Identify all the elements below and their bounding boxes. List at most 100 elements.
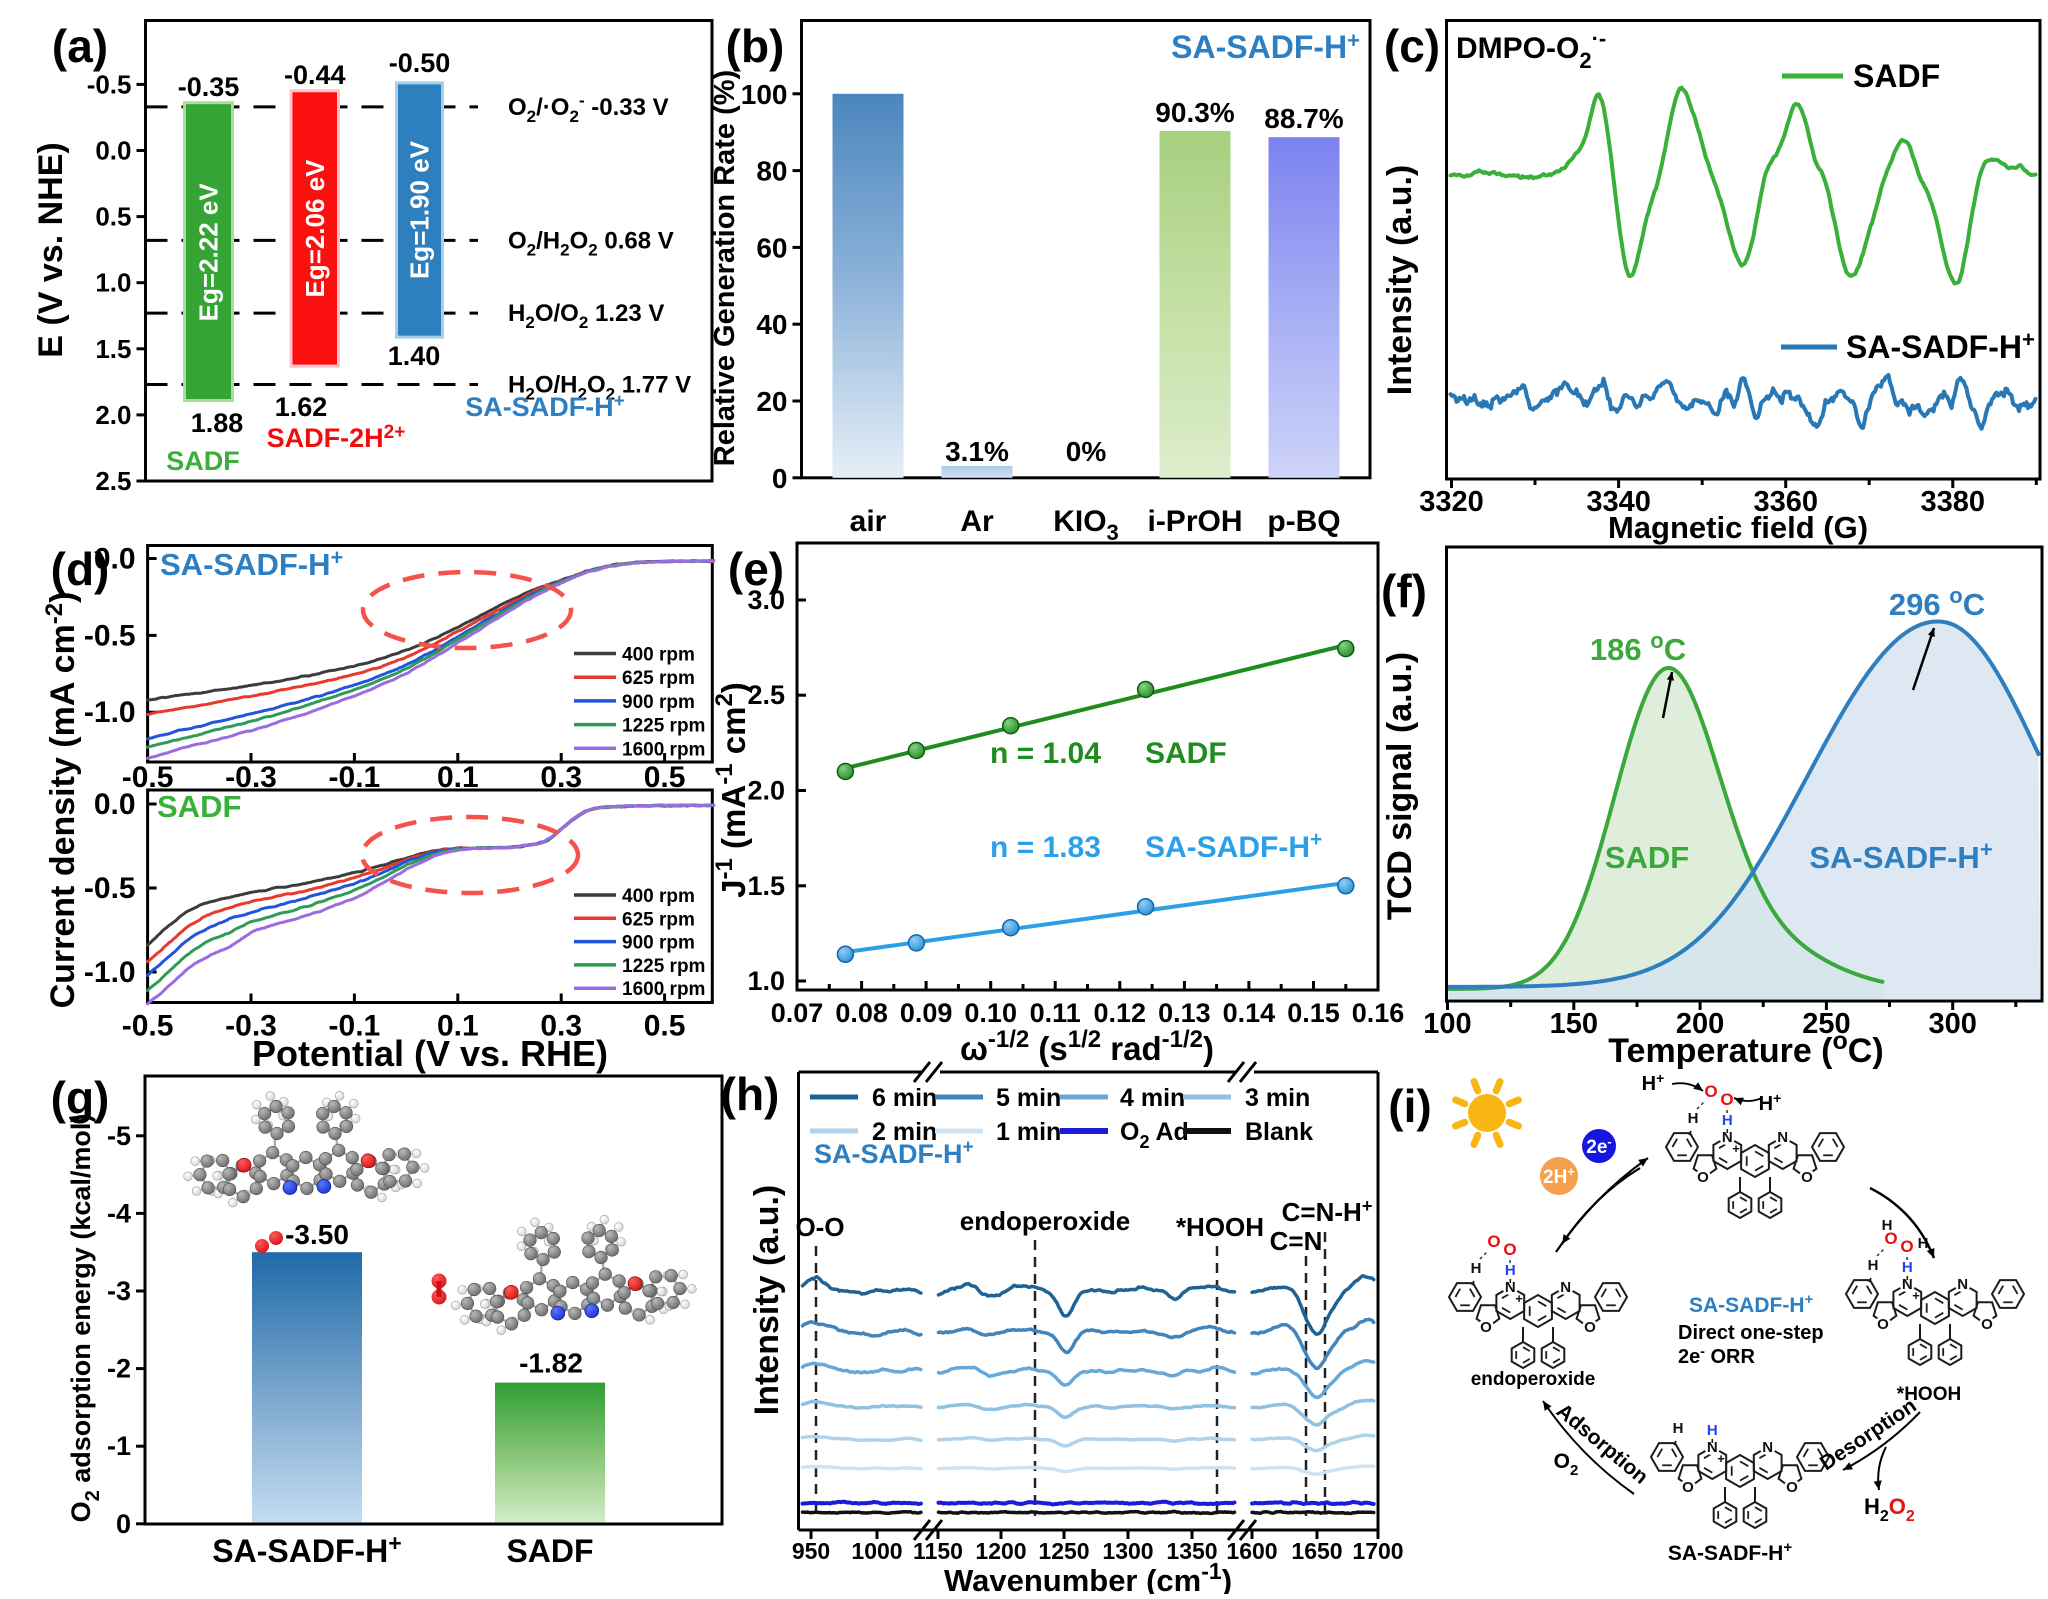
svg-text:Potential (V vs. RHE): Potential (V vs. RHE) (252, 1033, 608, 1074)
svg-text:400 rpm: 400 rpm (622, 886, 695, 907)
svg-text:0.1: 0.1 (437, 761, 479, 794)
svg-text:90.3%: 90.3% (1155, 97, 1234, 128)
svg-text:SA-SADF-H+: SA-SADF-H+ (814, 1137, 974, 1169)
svg-text:-0.50: -0.50 (389, 48, 451, 78)
svg-text:1200: 1200 (975, 1538, 1026, 1564)
svg-text:H: H (1688, 1110, 1699, 1127)
svg-text:E (V vs. NHE): E (V vs. NHE) (32, 142, 70, 357)
svg-text:80: 80 (756, 156, 787, 187)
svg-text:1000: 1000 (851, 1538, 902, 1564)
svg-text:O: O (1487, 1232, 1500, 1251)
svg-text:3.0: 3.0 (747, 585, 785, 615)
svg-text:5 min: 5 min (996, 1084, 1061, 1112)
svg-text:(b): (b) (726, 20, 785, 72)
svg-text:SADF: SADF (166, 446, 240, 476)
svg-text:H: H (1707, 1422, 1718, 1439)
svg-text:N: N (1560, 1279, 1571, 1296)
svg-text:O: O (1720, 1090, 1733, 1109)
svg-text:950: 950 (792, 1538, 830, 1564)
svg-text:H: H (1902, 1259, 1913, 1276)
svg-text:150: 150 (1550, 1008, 1598, 1040)
svg-text:O: O (1786, 1479, 1798, 1496)
svg-text:0.08: 0.08 (835, 998, 888, 1028)
svg-text:(c): (c) (1384, 20, 1440, 72)
svg-text:Eg=1.90 eV: Eg=1.90 eV (405, 140, 435, 279)
svg-text:(f): (f) (1381, 565, 1427, 617)
svg-text:N: N (1777, 1129, 1788, 1146)
svg-text:Eg=2.06 eV: Eg=2.06 eV (300, 159, 330, 298)
svg-text:2.5: 2.5 (747, 680, 785, 710)
svg-text:+: + (1732, 1141, 1740, 1156)
svg-text:O: O (1900, 1237, 1913, 1256)
svg-text:1 min: 1 min (996, 1118, 1061, 1146)
svg-text:2.0: 2.0 (95, 400, 131, 430)
svg-text:-0.5: -0.5 (122, 1010, 174, 1043)
svg-text:-1: -1 (107, 1431, 131, 1461)
svg-text:186 oC: 186 oC (1590, 628, 1686, 667)
svg-text:SA-SADF-H+: SA-SADF-H+ (1171, 28, 1360, 65)
svg-text:296 oC: 296 oC (1889, 583, 1985, 622)
svg-text:0.5: 0.5 (95, 202, 131, 232)
svg-text:0.3: 0.3 (540, 761, 582, 794)
svg-text:H: H (1673, 1420, 1684, 1437)
svg-text:endoperoxide: endoperoxide (960, 1206, 1130, 1236)
svg-text:Relative Generation Rate (%): Relative Generation Rate (%) (709, 70, 741, 466)
svg-text:1.0: 1.0 (95, 268, 131, 298)
svg-text:SA-SADF-H+: SA-SADF-H+ (212, 1530, 401, 1569)
svg-text:1.62: 1.62 (275, 392, 328, 422)
svg-text:100: 100 (741, 79, 788, 110)
svg-text:1.40: 1.40 (388, 341, 441, 371)
svg-text:1.5: 1.5 (747, 871, 785, 901)
svg-text:3320: 3320 (1419, 486, 1484, 518)
svg-text:900 rpm: 900 rpm (622, 933, 695, 954)
svg-text:(h): (h) (721, 1068, 780, 1120)
svg-text:SA-SADF-H+: SA-SADF-H+ (1809, 837, 1992, 875)
svg-text:0.14: 0.14 (1223, 998, 1276, 1028)
svg-text:-1.0: -1.0 (84, 696, 136, 729)
svg-text:O: O (1682, 1479, 1694, 1496)
svg-text:0: 0 (772, 463, 788, 494)
svg-text:-0.5: -0.5 (87, 69, 132, 99)
svg-text:3 min: 3 min (1245, 1084, 1310, 1112)
svg-text:O: O (1877, 1316, 1889, 1333)
svg-text:H: H (1722, 1112, 1733, 1129)
svg-text:-0.35: -0.35 (178, 72, 240, 102)
svg-text:SA-SADF-H+: SA-SADF-H+ (1846, 327, 2035, 365)
svg-text:-0.5: -0.5 (84, 619, 136, 652)
svg-text:4 min: 4 min (1120, 1084, 1185, 1112)
svg-text:Magnetic field (G): Magnetic field (G) (1608, 510, 1868, 545)
svg-text:-1.0: -1.0 (84, 956, 136, 989)
svg-text:H: H (1471, 1260, 1482, 1277)
svg-text:SA-SADF-H+: SA-SADF-H+ (1145, 828, 1322, 864)
svg-text:+: + (1717, 1451, 1725, 1466)
svg-text:-0.1: -0.1 (329, 761, 381, 794)
svg-text:0.16: 0.16 (1352, 998, 1405, 1028)
svg-text:3.1%: 3.1% (945, 436, 1009, 467)
svg-text:2.0: 2.0 (747, 776, 785, 806)
svg-text:SADF: SADF (1145, 737, 1227, 770)
svg-text:100: 100 (1423, 1008, 1471, 1040)
svg-text:0%: 0% (1066, 436, 1107, 467)
svg-text:0.5: 0.5 (644, 761, 686, 794)
svg-text:0.11: 0.11 (1030, 998, 1081, 1028)
svg-text:SADF: SADF (157, 789, 241, 824)
svg-text:0.12: 0.12 (1094, 998, 1147, 1028)
svg-text:C=N-H+: C=N-H+ (1282, 1196, 1373, 1227)
svg-text:1600: 1600 (1226, 1538, 1277, 1564)
svg-text:+: + (1515, 1291, 1523, 1306)
svg-text:1600 rpm: 1600 rpm (622, 979, 705, 1000)
svg-text:+: + (1912, 1288, 1920, 1303)
svg-text:n = 1.04: n = 1.04 (990, 737, 1101, 770)
svg-text:SA-SADF-H+: SA-SADF-H+ (465, 391, 625, 422)
svg-text:H: H (1882, 1217, 1893, 1234)
svg-text:0.0: 0.0 (95, 136, 131, 166)
svg-text:1600 rpm: 1600 rpm (622, 739, 705, 760)
svg-text:0: 0 (116, 1509, 131, 1539)
svg-text:1700: 1700 (1352, 1538, 1403, 1564)
svg-text:Intensity (a.u.): Intensity (a.u.) (1381, 165, 1419, 395)
svg-text:1.5: 1.5 (95, 334, 131, 364)
svg-text:2e- ORR: 2e- ORR (1678, 1343, 1755, 1368)
svg-text:TCD signal (a.u.): TCD signal (a.u.) (1381, 652, 1419, 920)
svg-text:2.5: 2.5 (95, 466, 131, 496)
svg-text:625 rpm: 625 rpm (622, 909, 695, 930)
